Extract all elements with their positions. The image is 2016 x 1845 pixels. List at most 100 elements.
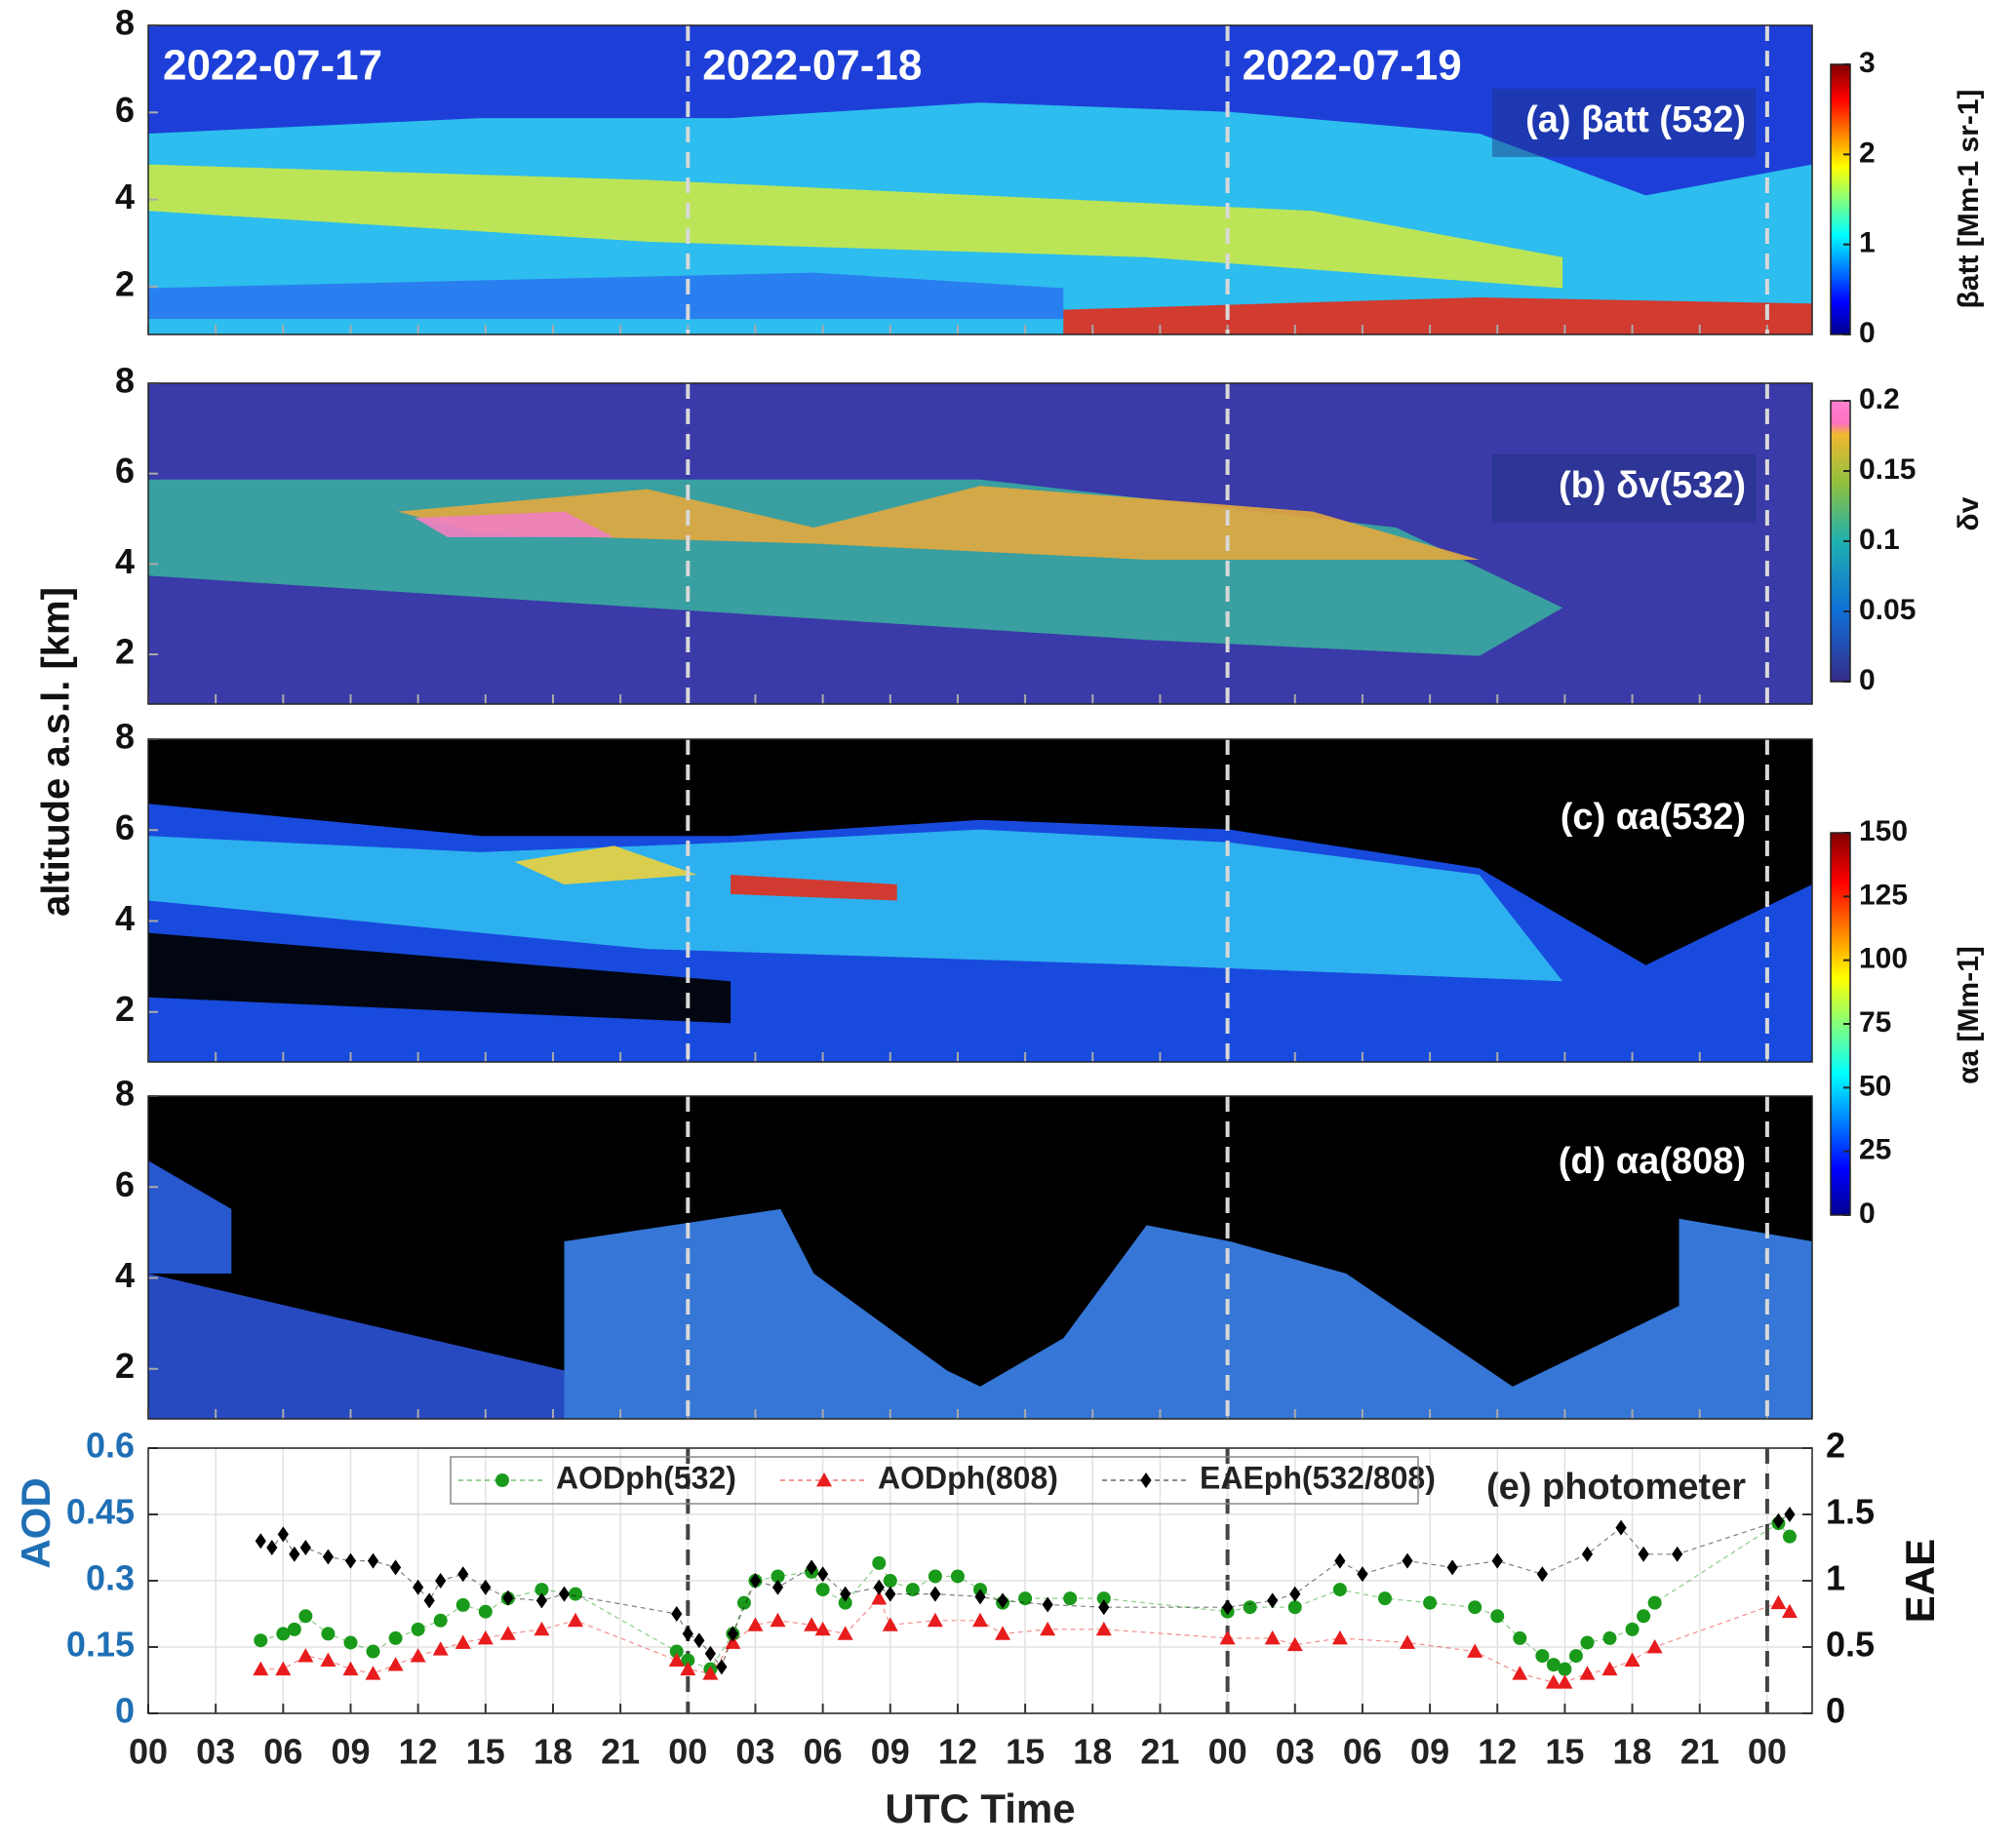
data-point — [771, 1579, 784, 1595]
x-tick-label: 12 — [399, 1732, 438, 1772]
data-point — [1580, 1635, 1595, 1650]
data-point — [322, 1549, 335, 1565]
colorbar-label: δv — [1953, 496, 1985, 530]
x-tick-label: 00 — [1208, 1732, 1247, 1772]
data-point — [365, 1666, 381, 1680]
data-point — [814, 1621, 831, 1636]
heatmap-layer — [414, 511, 614, 537]
y-axis-label: altitude a.s.l. [km] — [35, 587, 78, 917]
data-point — [502, 1590, 514, 1606]
data-point — [1286, 1636, 1303, 1652]
y-tick-label: 8 — [115, 361, 135, 401]
y-tick-label: 0.3 — [86, 1558, 135, 1598]
y2-tick-label: 1 — [1826, 1558, 1845, 1598]
colorbar-tick-label: 0.1 — [1859, 524, 1900, 556]
data-point — [950, 1569, 965, 1584]
data-point — [1098, 1599, 1110, 1616]
data-point — [1637, 1609, 1651, 1624]
colorbar-tick-label: 0.05 — [1859, 594, 1916, 626]
data-point — [725, 1634, 741, 1649]
x-tick-label: 21 — [1140, 1732, 1179, 1772]
heatmap-layer — [148, 1160, 232, 1275]
data-point — [840, 1586, 851, 1602]
colorbar-label: βatt [Mm-1 sr-1] — [1953, 90, 1985, 309]
data-point — [435, 1573, 447, 1589]
data-point — [817, 1566, 829, 1583]
data-point — [321, 1627, 336, 1641]
data-point — [1468, 1600, 1482, 1615]
x-tick-label: 18 — [534, 1732, 573, 1772]
data-point — [1772, 1512, 1785, 1529]
data-point — [716, 1659, 728, 1675]
data-point — [1638, 1546, 1649, 1562]
panel-label: (d) αa(808) — [1559, 1141, 1746, 1182]
data-point — [423, 1592, 435, 1609]
date-annotation: 2022-07-17 — [163, 42, 382, 90]
data-point — [883, 1574, 897, 1588]
data-point — [1491, 1552, 1503, 1569]
data-point — [1287, 1600, 1302, 1615]
data-point — [1536, 1566, 1548, 1583]
data-point — [411, 1622, 425, 1636]
data-point — [455, 1597, 470, 1612]
data-point — [1625, 1622, 1640, 1636]
y2-tick-label: 0 — [1826, 1691, 1845, 1731]
data-point — [389, 1559, 402, 1576]
data-point — [297, 1648, 314, 1663]
colorbar — [1830, 63, 1851, 335]
data-point — [1601, 1661, 1618, 1676]
heatmap-layer — [514, 845, 697, 884]
x-tick-label: 18 — [1613, 1732, 1652, 1772]
data-point — [727, 1626, 739, 1642]
data-point — [837, 1626, 853, 1640]
data-point — [995, 1626, 1011, 1640]
data-point — [815, 1583, 830, 1597]
plot-frame — [147, 382, 1813, 705]
data-point — [972, 1612, 988, 1628]
y2-tick-label: 0.5 — [1826, 1625, 1875, 1665]
data-point — [499, 1626, 516, 1640]
data-point — [872, 1555, 887, 1570]
y-axis-label: AOD — [13, 1477, 59, 1568]
x-tick-label: 15 — [1545, 1732, 1584, 1772]
data-point — [1219, 1629, 1236, 1645]
data-point — [388, 1630, 403, 1645]
colorbar-tick-label: 100 — [1859, 943, 1908, 975]
data-point — [289, 1546, 300, 1562]
data-point — [410, 1648, 426, 1663]
heatmap-layer — [731, 875, 897, 901]
data-point — [1357, 1566, 1368, 1583]
data-point — [253, 1661, 269, 1676]
data-point — [342, 1661, 359, 1676]
data-point — [433, 1613, 448, 1628]
colorbar-tick-label: 25 — [1859, 1134, 1891, 1166]
data-point — [1400, 1634, 1416, 1649]
legend-label: EAEph(532/808) — [1200, 1460, 1436, 1495]
data-point — [568, 1612, 584, 1628]
colorbar-tick-label: 125 — [1859, 879, 1908, 911]
data-point — [367, 1552, 379, 1569]
data-point — [882, 1617, 898, 1631]
x-tick-label: 12 — [938, 1732, 977, 1772]
panel-label: (a) βatt (532) — [1525, 99, 1746, 140]
legend-marker — [816, 1472, 832, 1487]
x-tick-label: 06 — [263, 1732, 302, 1772]
x-tick-label: 03 — [1276, 1732, 1315, 1772]
data-point — [480, 1579, 492, 1595]
y-tick-label: 8 — [115, 717, 135, 757]
plot-frame — [147, 24, 1813, 335]
y-tick-label: 4 — [115, 177, 135, 216]
data-point — [1782, 1529, 1797, 1544]
y2-axis-label: EAE — [1897, 1539, 1943, 1623]
data-point — [1512, 1666, 1528, 1680]
data-point — [1568, 1649, 1583, 1664]
y-tick-label: 0.6 — [86, 1426, 135, 1466]
x-tick-label: 06 — [1343, 1732, 1382, 1772]
legend-frame — [450, 1456, 1419, 1505]
legend-label: AODph(808) — [878, 1460, 1058, 1495]
label-backdrop — [1492, 454, 1756, 523]
y-tick-label: 0.45 — [66, 1492, 135, 1532]
data-point — [1647, 1595, 1662, 1610]
colorbar-tick-label: 0.2 — [1859, 383, 1900, 415]
